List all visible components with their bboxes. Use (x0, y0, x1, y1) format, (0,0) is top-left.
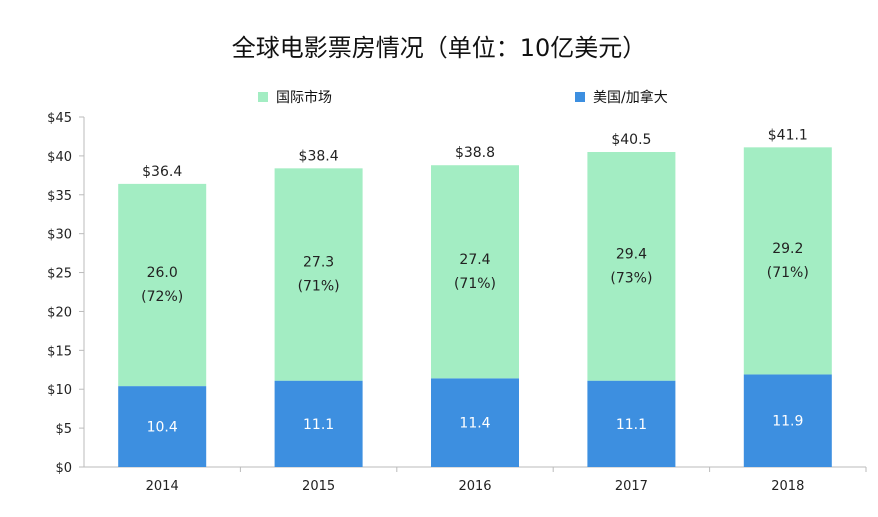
legend: 国际市场 美国/加拿大 (0, 87, 878, 107)
x-tick-label: 2018 (771, 479, 804, 494)
y-tick-label: $15 (47, 344, 72, 359)
data-label-international-share: (71%) (298, 279, 340, 295)
bar-us-canada (743, 374, 832, 467)
chart-title: 全球电影票房情况（单位：10亿美元） (231, 34, 647, 62)
data-label-international-share: (72%) (141, 289, 183, 305)
data-label-international: 27.4 (459, 252, 490, 268)
y-tick-label: $25 (47, 267, 72, 282)
y-tick-label: $35 (47, 189, 72, 204)
y-tick-label: $10 (47, 383, 72, 398)
data-label-total: $41.1 (768, 127, 808, 143)
x-tick-label: 2017 (615, 479, 648, 494)
legend-label-international: 国际市场 (276, 90, 332, 106)
bar-international (431, 165, 519, 379)
data-label-international: 29.4 (616, 246, 647, 262)
x-tick-label: 2014 (146, 479, 179, 494)
data-label-international-share: (71%) (767, 265, 809, 281)
y-tick-label: $5 (55, 422, 72, 437)
bar-us-canada (118, 386, 207, 467)
bar-international (118, 183, 207, 387)
legend-swatch-us-canada (575, 92, 585, 102)
bar-us-canada (431, 378, 519, 467)
data-label-international: 29.2 (772, 241, 803, 257)
bar-international (743, 147, 832, 375)
x-tick-label: 2015 (302, 479, 335, 494)
data-label-total: $38.4 (299, 148, 339, 164)
y-tick-label: $30 (47, 228, 72, 243)
data-label-us-canada: 10.4 (147, 420, 178, 436)
bar-international (274, 168, 363, 381)
y-tick-label: $40 (47, 150, 72, 165)
legend-label-us-canada: 美国/加拿大 (593, 90, 668, 106)
data-label-international-share: (71%) (454, 276, 496, 292)
data-label-us-canada: 11.4 (459, 416, 490, 432)
bar-us-canada (587, 380, 676, 467)
y-tick-label: $45 (47, 111, 72, 126)
bar-us-canada (274, 380, 363, 467)
data-label-us-canada: 11.1 (616, 417, 647, 433)
data-label-total: $36.4 (142, 164, 182, 180)
y-tick-label: $0 (55, 461, 72, 476)
data-label-international: 26.0 (147, 265, 178, 281)
data-label-total: $40.5 (611, 132, 651, 148)
legend-item-international: 国际市场 (258, 87, 332, 107)
bar-international (587, 152, 676, 381)
data-label-us-canada: 11.9 (772, 414, 803, 430)
x-tick-label: 2016 (458, 479, 491, 494)
legend-item-us-canada: 美国/加拿大 (575, 87, 668, 107)
y-tick-label: $20 (47, 305, 72, 320)
legend-swatch-international (258, 92, 268, 102)
data-label-international: 27.3 (303, 255, 334, 271)
data-label-total: $38.8 (455, 145, 495, 161)
data-label-us-canada: 11.1 (303, 417, 334, 433)
data-label-international-share: (73%) (610, 270, 652, 286)
